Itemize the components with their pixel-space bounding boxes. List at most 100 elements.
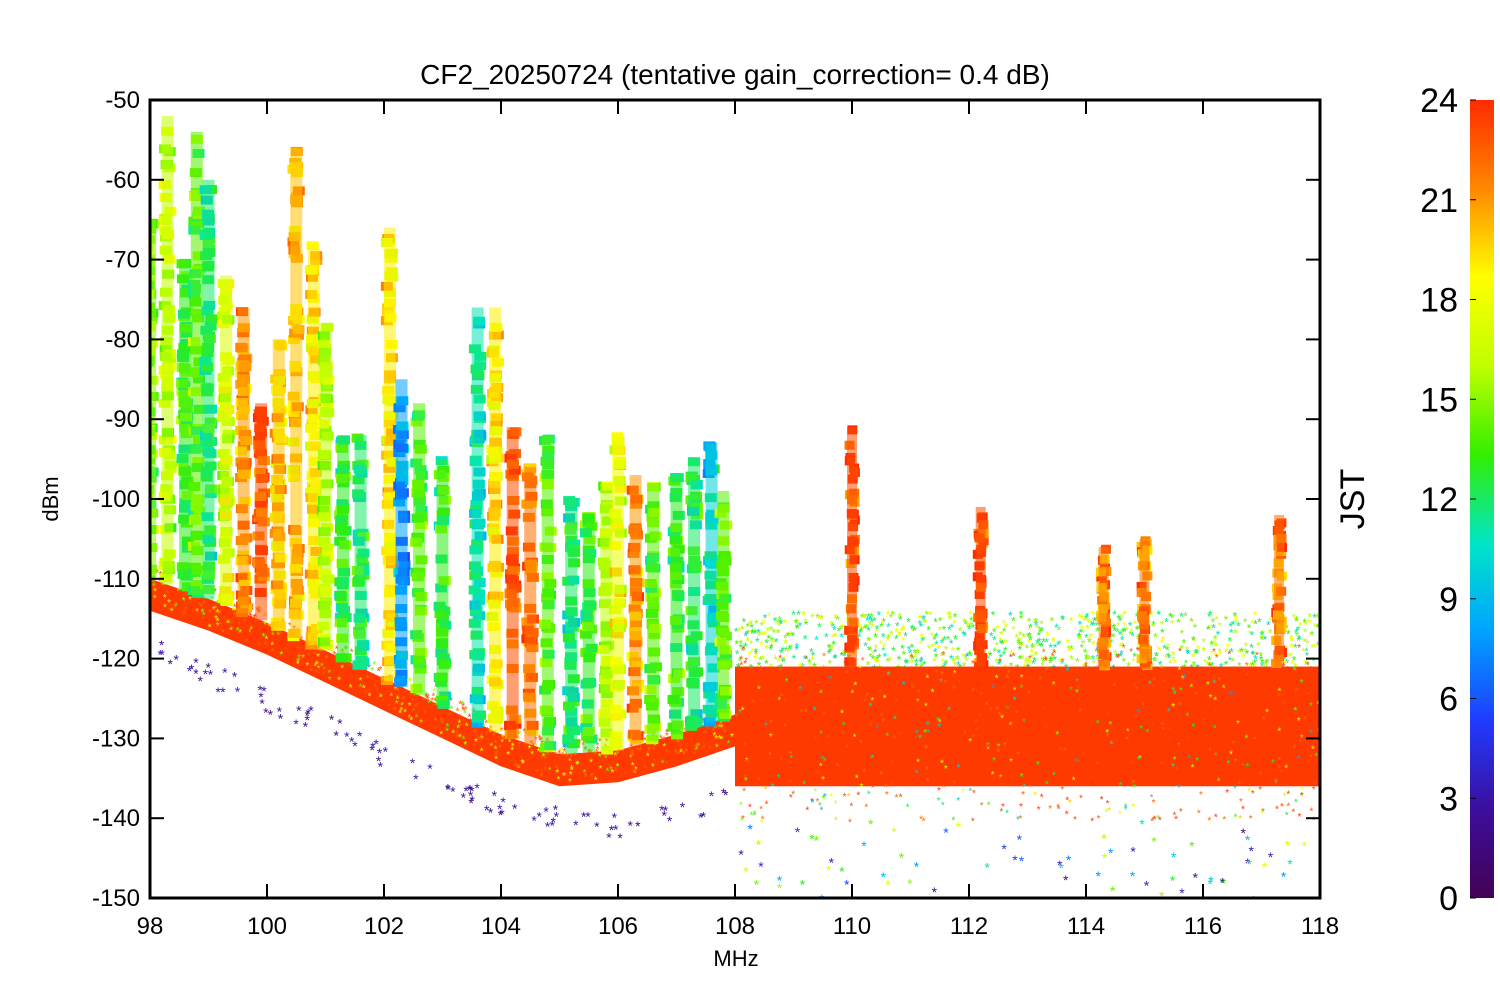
data-point: * xyxy=(331,648,335,659)
data-point: * xyxy=(719,735,723,746)
data-point: * xyxy=(1095,624,1100,638)
data-point: * xyxy=(992,634,997,648)
data-point: * xyxy=(400,701,404,712)
data-point: * xyxy=(257,641,261,652)
data-point: * xyxy=(1132,778,1136,789)
data-point: * xyxy=(1151,618,1156,632)
data-point: * xyxy=(767,632,772,646)
data-point: * xyxy=(760,697,764,708)
data-point: * xyxy=(1214,751,1218,762)
data-point: * xyxy=(352,738,358,754)
data-point: * xyxy=(497,801,503,817)
data-point: * xyxy=(1240,753,1244,764)
data-point: * xyxy=(1234,813,1238,824)
data-point: * xyxy=(293,716,299,732)
data-point: * xyxy=(859,782,863,793)
data-point: * xyxy=(231,619,235,630)
colorbar-tick-label: 9 xyxy=(1439,581,1458,619)
signal-columns xyxy=(150,115,1288,755)
data-point: * xyxy=(1182,673,1186,684)
chart-title: CF2_20250724 (tentative gain_correction=… xyxy=(420,59,1050,90)
data-point: * xyxy=(1302,838,1308,854)
data-point: * xyxy=(1027,615,1032,629)
data-point: * xyxy=(618,753,622,764)
data-point: * xyxy=(1210,659,1215,673)
data-point: * xyxy=(1207,654,1212,668)
data-point: * xyxy=(1077,631,1082,645)
data-point: * xyxy=(1042,648,1046,659)
data-point: * xyxy=(952,762,956,773)
data-point: * xyxy=(235,684,241,700)
data-point: * xyxy=(684,727,688,738)
data-point: * xyxy=(404,689,408,700)
data-point: * xyxy=(760,629,765,643)
data-point: * xyxy=(1107,806,1111,817)
data-point: * xyxy=(719,719,723,730)
x-tick-label: 100 xyxy=(247,913,287,940)
data-point: * xyxy=(1237,646,1242,660)
data-point: * xyxy=(398,708,402,719)
data-point: * xyxy=(501,733,505,744)
data-point: * xyxy=(931,687,935,698)
data-point: * xyxy=(687,745,691,756)
data-point: * xyxy=(1309,701,1313,712)
data-point: * xyxy=(480,747,484,758)
data-point: * xyxy=(1253,653,1258,667)
data-point: * xyxy=(807,722,811,733)
data-point: * xyxy=(721,785,727,801)
data-point: * xyxy=(275,631,279,642)
data-point: * xyxy=(1162,642,1167,656)
data-point: * xyxy=(170,606,174,617)
data-point: * xyxy=(1040,659,1045,673)
data-point: * xyxy=(1184,644,1189,658)
data-point: * xyxy=(379,692,383,703)
data-point: * xyxy=(1195,647,1200,661)
data-point: * xyxy=(1015,709,1019,720)
data-point: * xyxy=(1016,634,1021,648)
data-point: * xyxy=(1028,654,1032,665)
data-point: * xyxy=(941,783,945,794)
data-point: * xyxy=(1294,615,1299,629)
data-point: * xyxy=(948,613,953,627)
signal-fill xyxy=(220,275,233,606)
data-point: * xyxy=(1112,682,1116,693)
data-point: * xyxy=(1217,648,1222,662)
data-point: * xyxy=(708,743,712,754)
data-point: * xyxy=(747,673,751,684)
data-point: * xyxy=(1284,761,1288,772)
data-point: * xyxy=(1259,653,1264,667)
data-point: * xyxy=(742,786,746,797)
data-point: * xyxy=(427,760,433,776)
data-point: * xyxy=(213,587,217,598)
data-point: * xyxy=(174,652,180,668)
data-point: * xyxy=(170,601,174,612)
data-point: * xyxy=(1027,636,1032,650)
data-point: * xyxy=(839,622,844,636)
data-point: * xyxy=(803,616,808,630)
data-point: * xyxy=(994,681,998,692)
data-point: * xyxy=(662,807,668,823)
data-point: * xyxy=(469,792,475,808)
data-point: * xyxy=(951,815,955,826)
data-point: * xyxy=(795,621,800,635)
data-point: * xyxy=(1045,629,1050,643)
signal-column xyxy=(317,322,335,651)
data-point: * xyxy=(770,634,775,648)
data-point: * xyxy=(410,755,416,771)
signal-fill xyxy=(202,179,215,599)
data-point: * xyxy=(1236,619,1241,633)
data-point: * xyxy=(1144,878,1150,894)
data-point: * xyxy=(1294,626,1299,640)
data-point: * xyxy=(1182,637,1187,651)
data-point: * xyxy=(816,797,820,808)
data-point: * xyxy=(810,611,815,625)
data-point: * xyxy=(803,632,808,646)
data-point: * xyxy=(1038,626,1043,640)
data-point: * xyxy=(646,752,650,763)
data-point: * xyxy=(1243,615,1248,629)
data-point: * xyxy=(589,748,593,759)
data-point: * xyxy=(1112,622,1117,636)
signal-column xyxy=(626,475,645,746)
data-point: * xyxy=(1080,626,1085,640)
data-point: * xyxy=(745,756,749,767)
